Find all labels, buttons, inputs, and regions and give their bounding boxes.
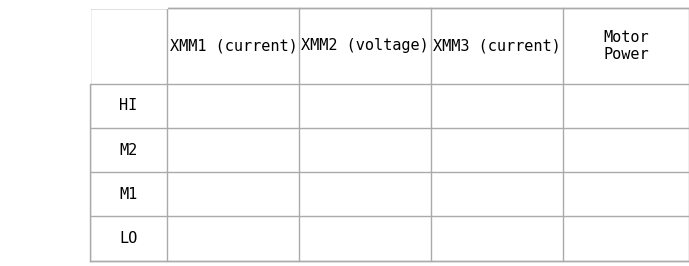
Text: Motor
Power: Motor Power <box>604 30 649 62</box>
Text: HI: HI <box>119 98 138 113</box>
Text: M1: M1 <box>119 187 138 202</box>
Text: XMM1 (current): XMM1 (current) <box>169 38 298 53</box>
Text: LO: LO <box>119 231 138 246</box>
Text: M2: M2 <box>119 143 138 158</box>
Text: XMM3 (current): XMM3 (current) <box>433 38 561 53</box>
Text: XMM2 (voltage): XMM2 (voltage) <box>301 38 429 53</box>
